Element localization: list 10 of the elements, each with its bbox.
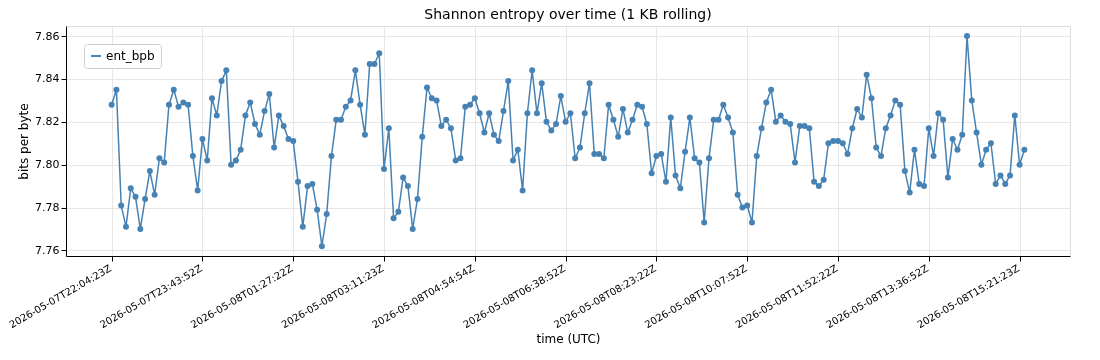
chart-title: Shannon entropy over time (1 KB rolling) — [424, 6, 712, 22]
y-tick-label: 7.86 — [35, 29, 60, 43]
y-tick-label: 7.76 — [35, 243, 60, 257]
x-axis-title: time (UTC) — [536, 332, 601, 347]
y-tick-label: 7.78 — [35, 201, 60, 215]
y-tick-label: 7.82 — [35, 115, 60, 129]
y-tick-label: 7.80 — [35, 158, 60, 172]
legend-label: ent_bpb — [106, 49, 155, 63]
y-axis-title: bits per byte — [17, 103, 32, 180]
y-tick-label: 7.84 — [35, 72, 60, 86]
